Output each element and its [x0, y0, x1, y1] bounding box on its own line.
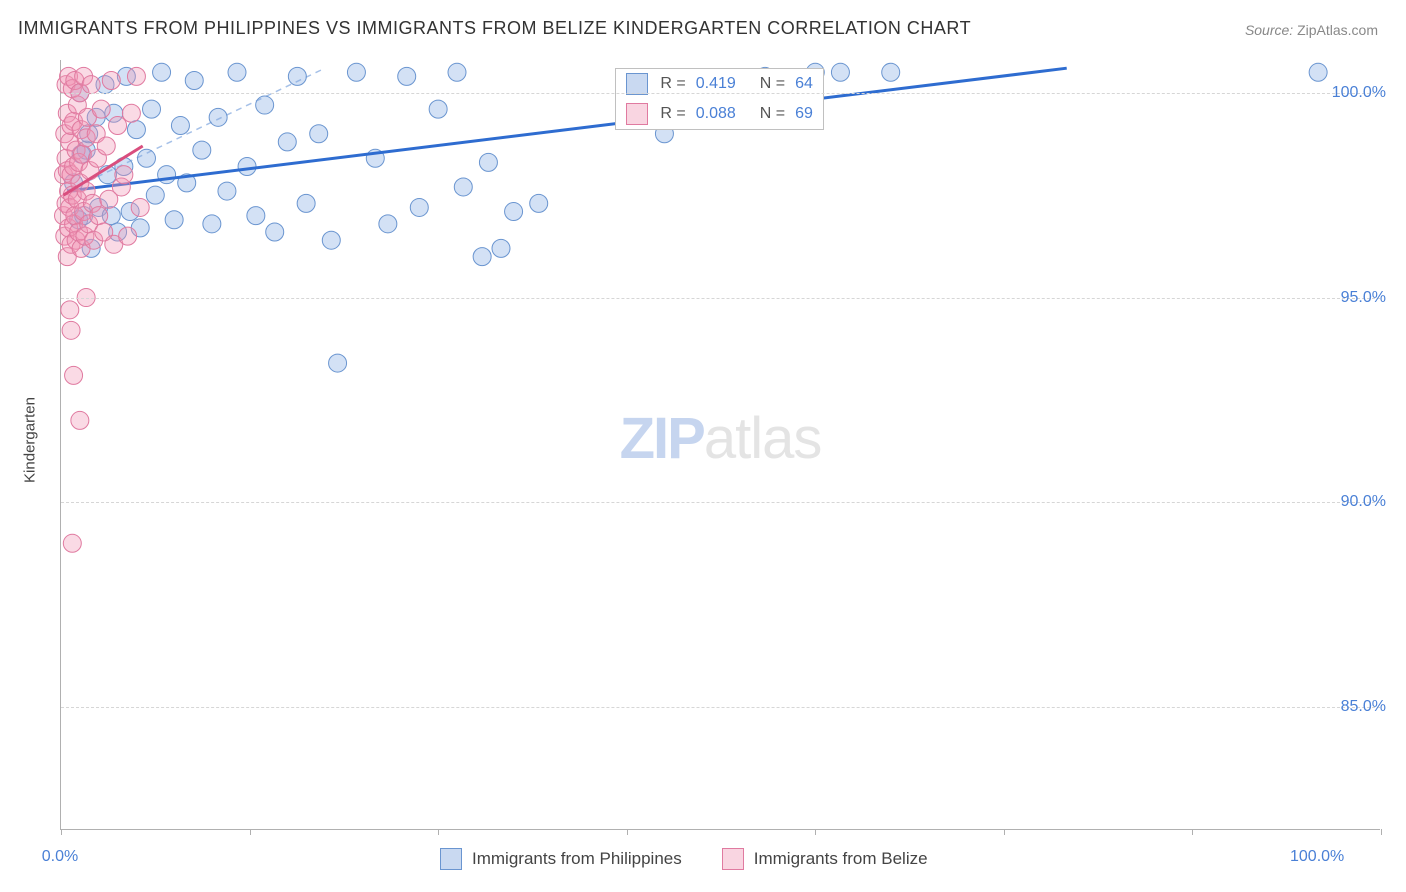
data-point	[492, 239, 510, 257]
data-point	[137, 149, 155, 167]
data-point	[379, 215, 397, 233]
source-label: Source:	[1245, 22, 1293, 38]
stats-legend-row-belize: R = 0.088 N = 69	[616, 99, 823, 129]
data-point	[131, 198, 149, 216]
r-value-philippines: 0.419	[696, 75, 736, 93]
data-point	[71, 411, 89, 429]
data-point	[143, 100, 161, 118]
data-point	[203, 215, 221, 233]
series-legend: Immigrants from Philippines Immigrants f…	[440, 848, 928, 870]
data-point	[62, 321, 80, 339]
data-point	[1309, 63, 1327, 81]
n-label: N =	[760, 75, 785, 93]
stats-legend: R = 0.419 N = 64 R = 0.088 N = 69	[615, 68, 824, 130]
swatch-blue-icon	[626, 73, 648, 95]
n-value-belize: 69	[795, 105, 813, 123]
r-value-belize: 0.088	[696, 105, 736, 123]
y-tick-label: 90.0%	[1341, 493, 1386, 511]
data-point	[278, 133, 296, 151]
r-label: R =	[660, 105, 685, 123]
data-point	[218, 182, 236, 200]
series-label-philippines: Immigrants from Philippines	[472, 849, 682, 869]
data-point	[329, 354, 347, 372]
x-tick	[61, 829, 62, 835]
gridline	[61, 502, 1380, 503]
data-point	[153, 63, 171, 81]
data-point	[65, 366, 83, 384]
data-point	[530, 194, 548, 212]
swatch-pink-icon	[626, 103, 648, 125]
y-tick-label: 85.0%	[1341, 698, 1386, 716]
x-tick	[1381, 829, 1382, 835]
data-point	[256, 96, 274, 114]
data-point	[228, 63, 246, 81]
data-point	[146, 186, 164, 204]
n-value-philippines: 64	[795, 75, 813, 93]
data-point	[266, 223, 284, 241]
data-point	[119, 227, 137, 245]
y-tick-label: 100.0%	[1332, 84, 1386, 102]
gridline	[61, 93, 1380, 94]
data-point	[127, 121, 145, 139]
data-point	[209, 108, 227, 126]
stats-legend-row-philippines: R = 0.419 N = 64	[616, 69, 823, 99]
data-point	[115, 166, 133, 184]
x-tick	[815, 829, 816, 835]
source-attribution: Source: ZipAtlas.com	[1245, 22, 1378, 38]
data-point	[429, 100, 447, 118]
x-tick-label-right: 100.0%	[1290, 848, 1344, 866]
data-point	[882, 63, 900, 81]
data-point	[448, 63, 466, 81]
scatter-svg	[61, 60, 1380, 829]
data-point	[171, 117, 189, 135]
data-point	[109, 117, 127, 135]
data-point	[127, 67, 145, 85]
x-tick	[627, 829, 628, 835]
gridline	[61, 707, 1380, 708]
chart-title: IMMIGRANTS FROM PHILIPPINES VS IMMIGRANT…	[18, 18, 971, 39]
r-label: R =	[660, 75, 685, 93]
gridline	[61, 298, 1380, 299]
data-point	[102, 71, 120, 89]
swatch-pink-icon	[722, 848, 744, 870]
data-point	[247, 207, 265, 225]
data-point	[193, 141, 211, 159]
source-value: ZipAtlas.com	[1297, 22, 1378, 38]
x-tick	[1004, 829, 1005, 835]
data-point	[310, 125, 328, 143]
data-point	[347, 63, 365, 81]
data-point	[831, 63, 849, 81]
data-point	[63, 534, 81, 552]
data-point	[122, 104, 140, 122]
series-label-belize: Immigrants from Belize	[754, 849, 928, 869]
data-point	[238, 157, 256, 175]
y-tick-label: 95.0%	[1341, 289, 1386, 307]
data-point	[288, 67, 306, 85]
data-point	[92, 100, 110, 118]
data-point	[398, 67, 416, 85]
data-point	[97, 137, 115, 155]
plot-area: ZIPatlas R = 0.419 N = 64 R = 0.088 N = …	[60, 60, 1380, 830]
x-tick	[250, 829, 251, 835]
y-axis-title: Kindergarten	[22, 397, 39, 483]
data-point	[165, 211, 183, 229]
x-tick	[438, 829, 439, 835]
x-tick	[1192, 829, 1193, 835]
data-point	[454, 178, 472, 196]
data-point	[322, 231, 340, 249]
data-point	[473, 248, 491, 266]
data-point	[297, 194, 315, 212]
data-point	[82, 76, 100, 94]
swatch-blue-icon	[440, 848, 462, 870]
n-label: N =	[760, 105, 785, 123]
data-point	[185, 71, 203, 89]
data-point	[410, 198, 428, 216]
x-tick-label-left: 0.0%	[42, 848, 78, 866]
data-point	[61, 301, 79, 319]
data-point	[90, 207, 108, 225]
data-point	[479, 153, 497, 171]
data-point	[505, 203, 523, 221]
